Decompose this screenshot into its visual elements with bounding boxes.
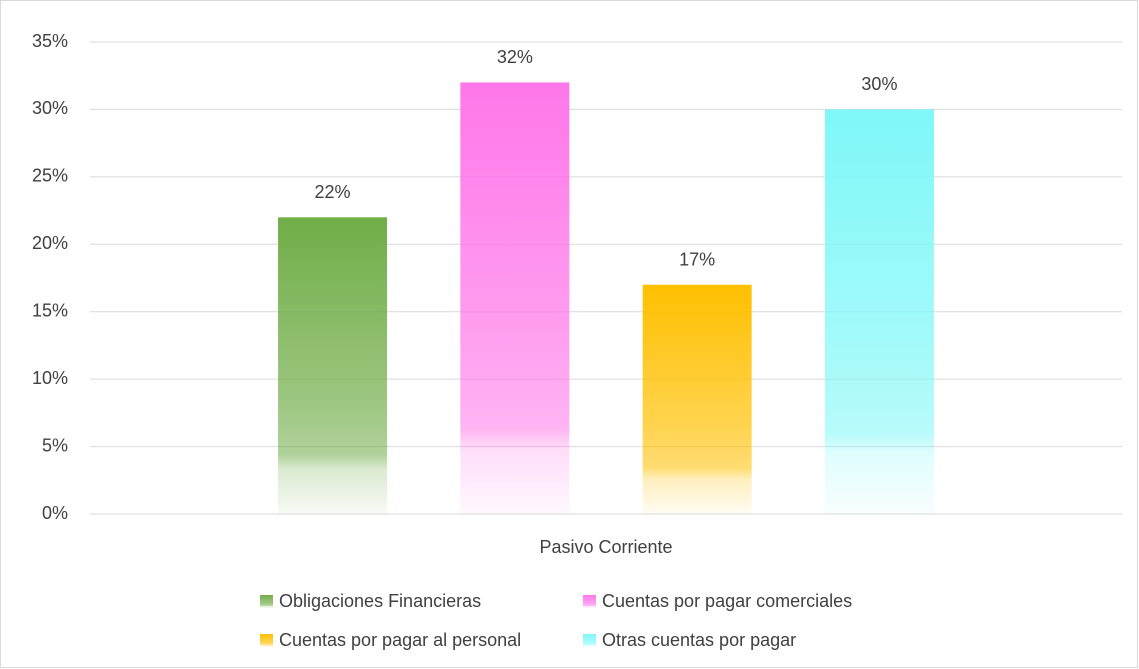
y-tick-label: 10%	[32, 368, 68, 388]
y-tick-label: 25%	[32, 166, 68, 186]
y-tick-label: 20%	[32, 233, 68, 253]
y-tick-label: 5%	[42, 435, 68, 455]
legend-label: Obligaciones Financieras	[279, 591, 481, 611]
legend-swatch	[260, 634, 273, 647]
y-tick-label: 30%	[32, 98, 68, 118]
bar	[642, 284, 752, 514]
value-label: 30%	[861, 74, 897, 94]
x-tick-label: Pasivo Corriente	[539, 537, 672, 557]
legend-swatch	[583, 595, 596, 608]
value-label: 32%	[497, 47, 533, 67]
value-label: 17%	[679, 249, 715, 269]
legend-swatch	[583, 634, 596, 647]
y-tick-label: 0%	[42, 503, 68, 523]
bar	[824, 109, 934, 514]
bar	[460, 82, 570, 514]
y-tick-label: 15%	[32, 300, 68, 320]
legend-label: Cuentas por pagar al personal	[279, 630, 521, 650]
bar	[278, 217, 388, 515]
legend-label: Otras cuentas por pagar	[602, 630, 796, 650]
value-label: 22%	[315, 182, 351, 202]
legend-label: Cuentas por pagar comerciales	[602, 591, 852, 611]
legend-swatch	[260, 595, 273, 608]
y-tick-label: 35%	[32, 31, 68, 51]
